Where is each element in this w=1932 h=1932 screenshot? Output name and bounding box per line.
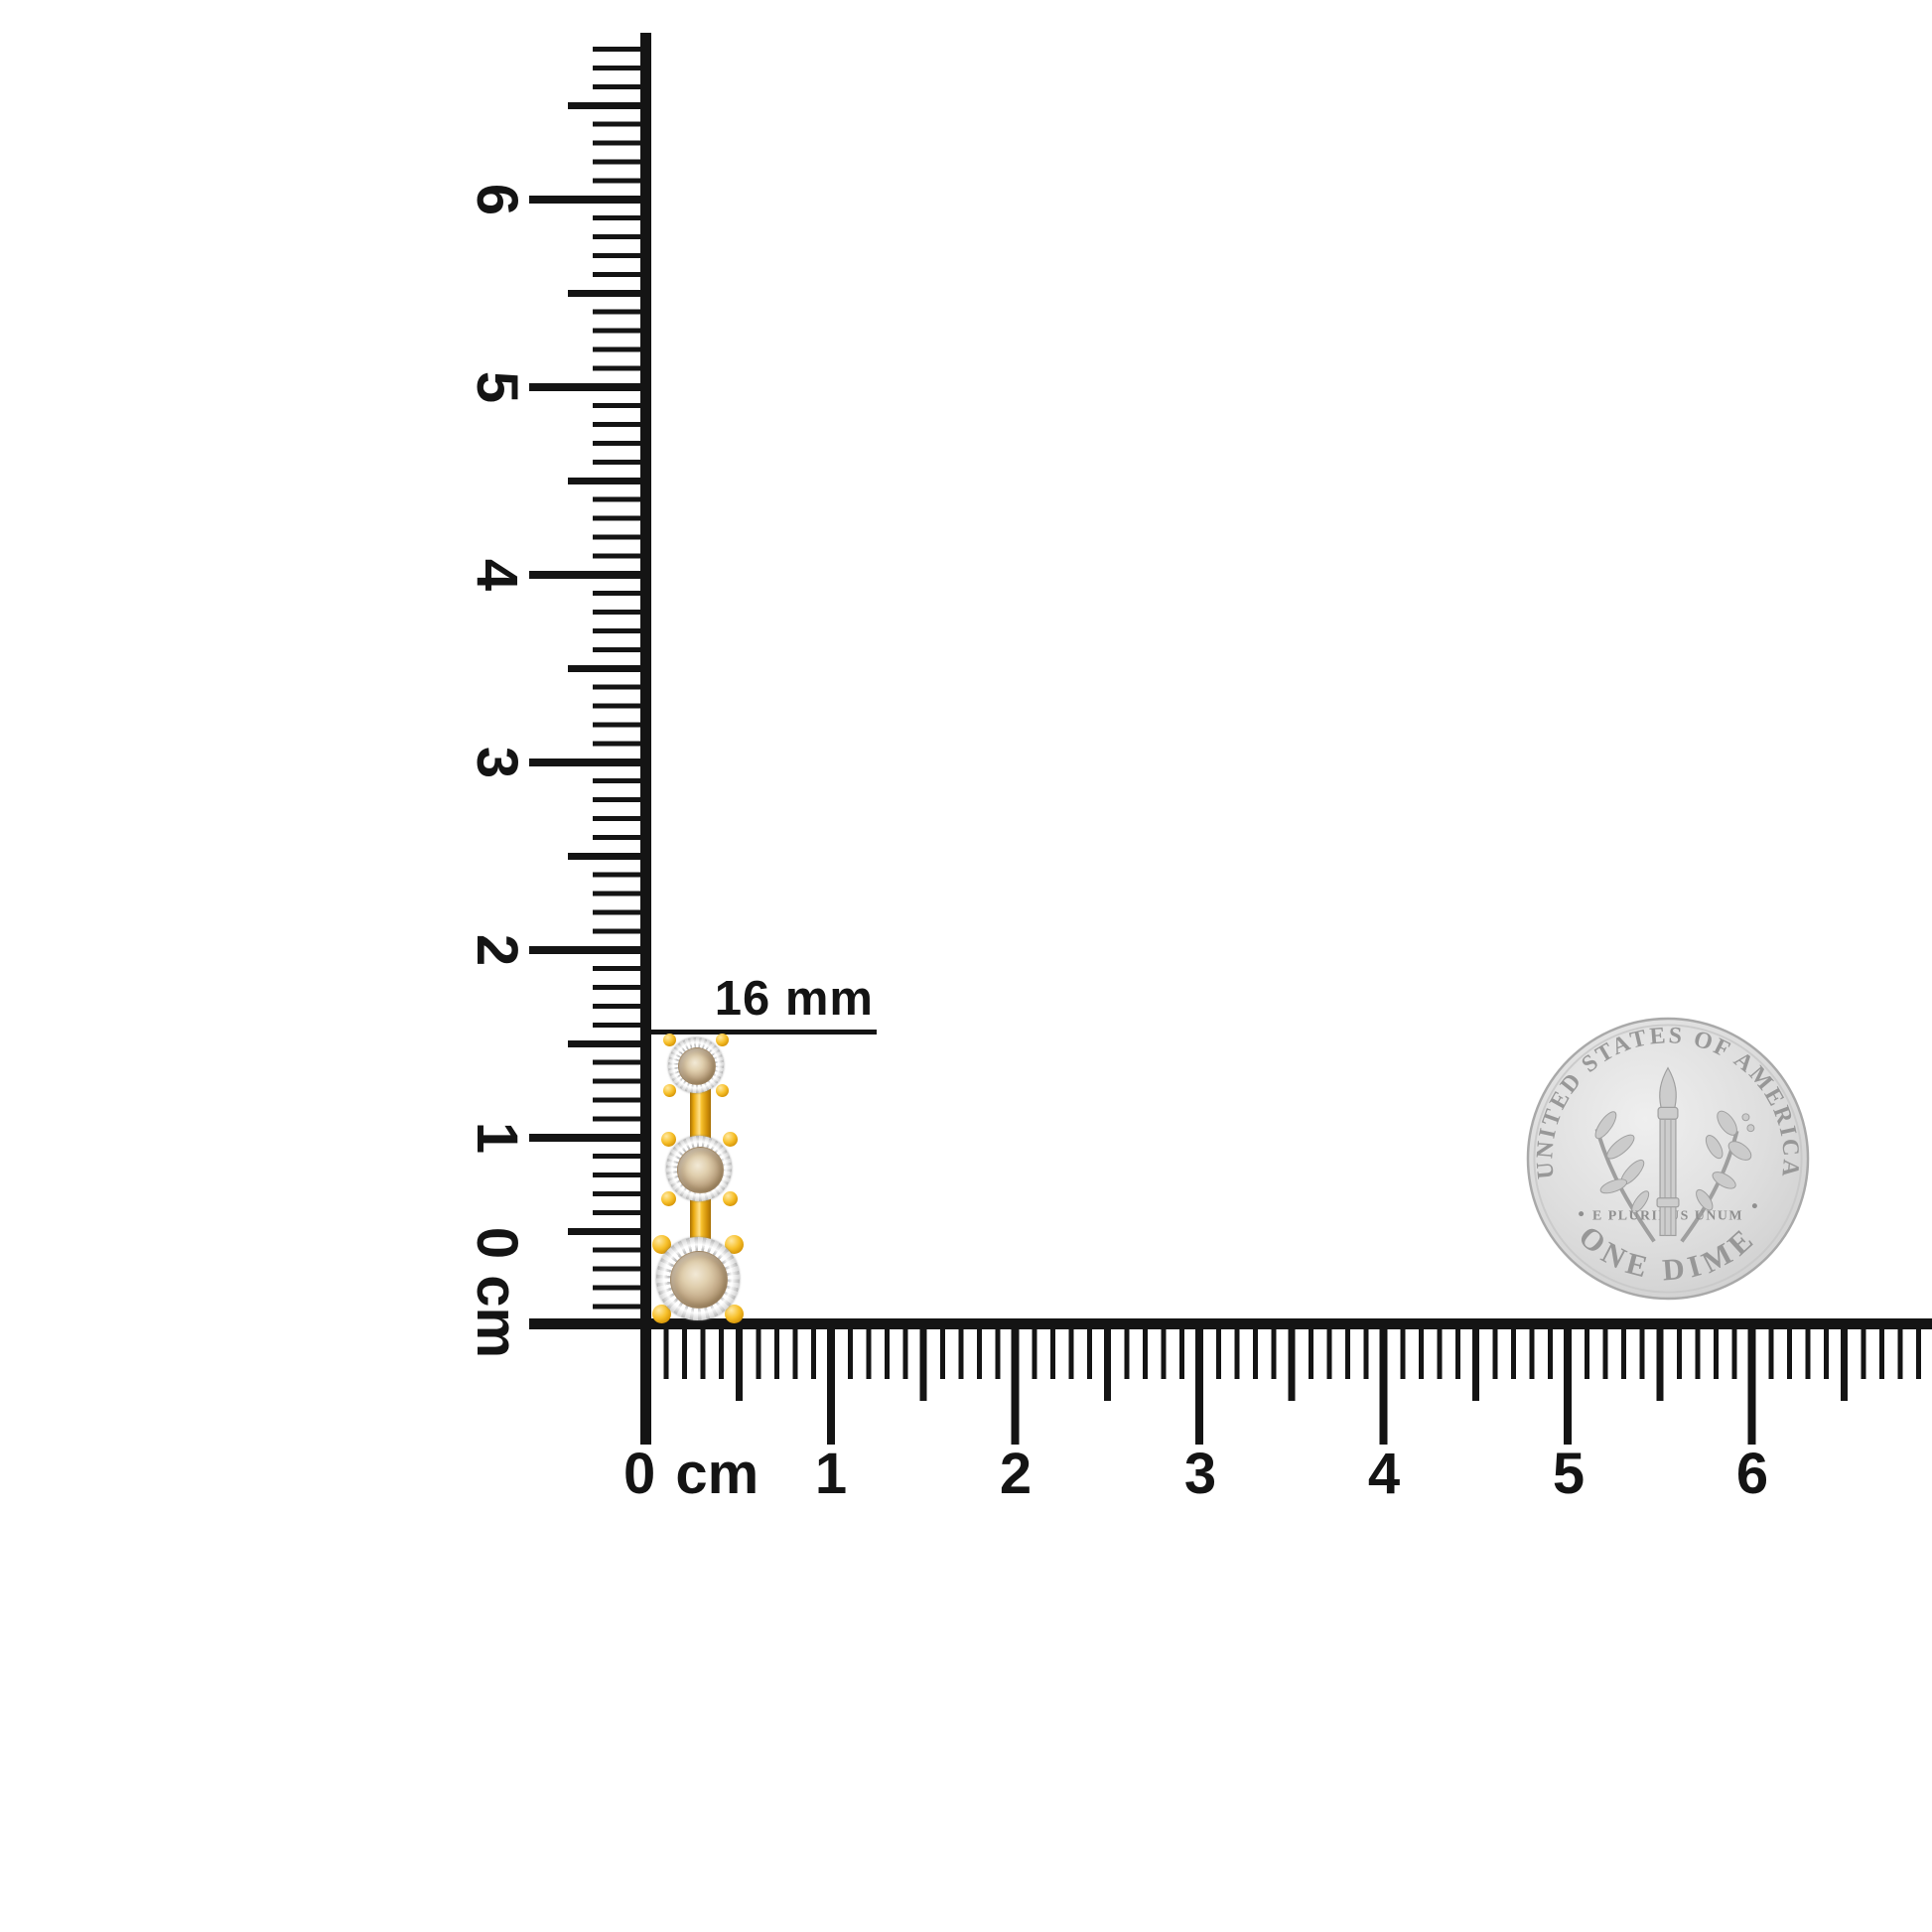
horizontal-ruler-spine	[529, 1318, 1932, 1329]
earring-top-stone-diamond	[678, 1047, 716, 1085]
earring-gold-link-bottom	[690, 1196, 711, 1246]
horizontal-ruler-number-3: 3	[1183, 1442, 1217, 1506]
horizontal-ruler-number-4: 4	[1367, 1442, 1401, 1506]
earring-middle-stone-prong	[661, 1132, 676, 1147]
horizontal-ruler-number-2: 2	[999, 1442, 1033, 1506]
earring-top-stone-prong	[663, 1034, 676, 1046]
horizontal-ruler-cm-ticks	[827, 1329, 1932, 1445]
earring-bottom-stone-prong	[652, 1235, 671, 1254]
earring-middle-stone-prong	[661, 1191, 676, 1206]
earring-middle-stone-diamond	[677, 1147, 724, 1193]
earring-bottom-stone-diamond	[670, 1251, 728, 1309]
motto-right-dot	[1751, 1203, 1757, 1209]
earring-bottom-stone-prong	[725, 1305, 744, 1323]
oak-branch-icon	[1680, 1110, 1755, 1243]
vertical-ruler-number-1: 1	[465, 1121, 529, 1155]
torch-icon	[1656, 1066, 1680, 1237]
horizontal-ruler-origin-label: 0 cm	[623, 1442, 759, 1506]
earring-bottom-stone-prong	[652, 1305, 671, 1323]
vertical-ruler-number-2: 2	[465, 933, 529, 967]
vertical-ruler-spine	[640, 33, 651, 1445]
vertical-ruler-number-3: 3	[465, 746, 529, 779]
dime-reverse-graphic: E PLURIBUS UNUM UNITED STATES OF AMERICA…	[1526, 1017, 1810, 1301]
coin-inner-rim	[1533, 1024, 1803, 1294]
horizontal-ruler-number-1: 1	[814, 1442, 848, 1506]
horizontal-ruler-number-6: 6	[1735, 1442, 1769, 1506]
earring-middle-stone-prong	[723, 1191, 738, 1206]
earring-gold-link-top	[690, 1087, 711, 1142]
earring-bottom-stone-prong	[725, 1235, 744, 1254]
us-dime-coin: E PLURIBUS UNUM UNITED STATES OF AMERICA…	[1525, 1016, 1811, 1302]
earring-top-stone-prong	[716, 1084, 729, 1097]
vertical-ruler-cm-ticks	[529, 196, 645, 1152]
earring-top-stone-prong	[663, 1084, 676, 1097]
vertical-ruler-origin-label: 0 cm	[465, 1226, 529, 1359]
vertical-ruler-number-5: 5	[465, 370, 529, 404]
size-annotation: 16 mm	[648, 975, 877, 1035]
vertical-ruler-number-6: 6	[465, 183, 529, 216]
horizontal-ruler-number-5: 5	[1552, 1442, 1586, 1506]
earring-middle-stone-prong	[723, 1132, 738, 1147]
olive-branch-icon	[1594, 1111, 1656, 1243]
size-annotation-label: 16 mm	[714, 972, 874, 1026]
earring-top-stone-prong	[716, 1034, 729, 1046]
vertical-ruler-number-4: 4	[465, 558, 529, 592]
motto-left-dot	[1579, 1211, 1585, 1217]
